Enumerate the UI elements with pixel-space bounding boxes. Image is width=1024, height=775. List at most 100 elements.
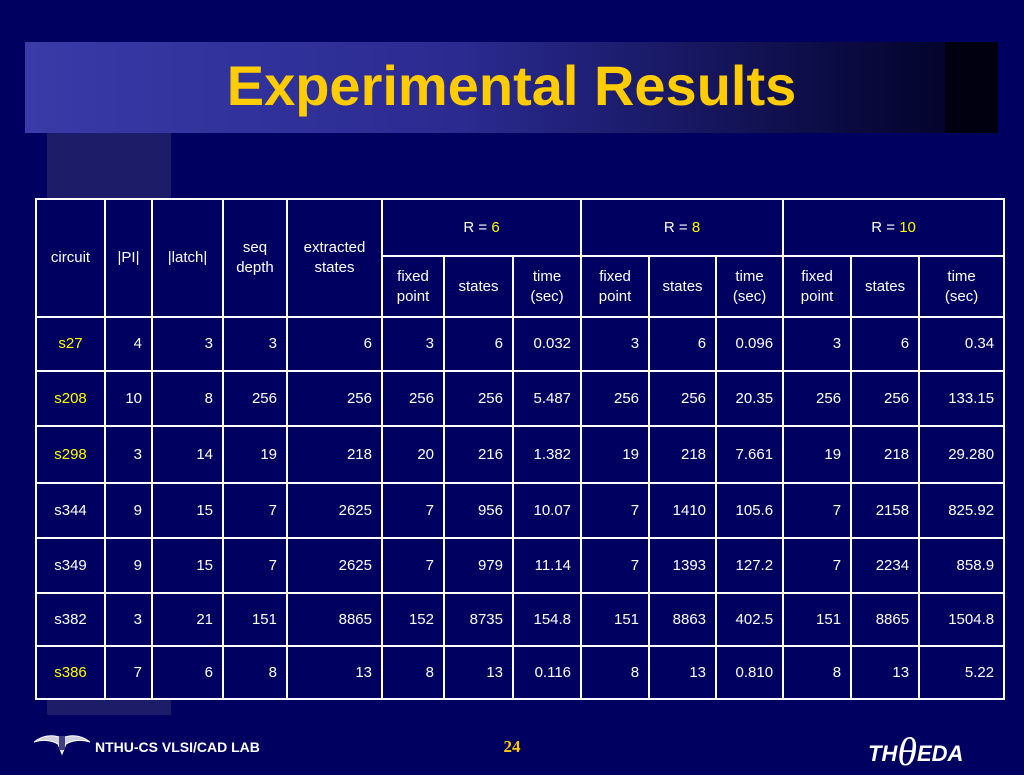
value-cell: 0.116	[511, 645, 583, 700]
logo-text: TH	[868, 741, 898, 766]
value-cell: 7	[580, 537, 651, 594]
value-cell: 3	[580, 316, 651, 372]
data-row: s382 3 21 151 8865 152 8735 154.8 151 8863 402.5 15…	[35, 592, 1006, 647]
column-header: seq depth	[222, 198, 288, 318]
value-cell: 7	[381, 482, 445, 539]
value-cell: 1410	[648, 482, 718, 539]
sub-header: states	[850, 255, 921, 318]
value-cell: 256	[648, 370, 718, 427]
value-cell: 7	[580, 482, 651, 539]
value-cell: 7	[104, 645, 153, 700]
value-cell: 14	[151, 425, 224, 484]
data-row: s344 9 15 7 2625 7 956 10.07 7 1410 105.6 7 2158 825.…	[35, 482, 1006, 539]
value-cell: 20.35	[715, 370, 785, 427]
value-cell: 15	[151, 537, 224, 594]
circuit-cell: s382	[35, 592, 106, 647]
value-cell: 7	[222, 482, 288, 539]
value-cell: 8	[151, 370, 224, 427]
value-cell: 8865	[850, 592, 921, 647]
data-row: s208 10 8 256 256 256 256 5.487 256 256 20.35 256 25…	[35, 370, 1006, 427]
value-cell: 8	[782, 645, 853, 700]
decoration	[47, 698, 171, 715]
value-cell: 7	[782, 537, 853, 594]
header-row: fixed point states time (sec) fixed point state…	[36, 255, 1006, 318]
group-header: R = 8	[580, 198, 785, 257]
value-cell: 19	[782, 425, 853, 484]
value-cell: 256	[222, 370, 288, 427]
value-cell: 1393	[648, 537, 718, 594]
page-number: 24	[503, 737, 521, 756]
value-cell: 9	[104, 482, 153, 539]
value-cell: 3	[151, 316, 224, 372]
value-cell: 256	[381, 370, 445, 427]
value-cell: 151	[782, 592, 853, 647]
slide-title: Experimental Results	[226, 54, 797, 117]
header-row: circuit |PI| |latch| seq depth extracted state…	[35, 198, 1006, 318]
value-cell: 3	[222, 316, 288, 372]
logo-theta: θ	[897, 729, 917, 774]
group-header: R = 6	[380, 198, 583, 257]
value-cell: 2625	[286, 482, 383, 539]
value-cell: 6	[286, 316, 383, 372]
group-prefix: R =	[663, 218, 688, 236]
group-value: 6	[491, 218, 500, 236]
lab-logo	[33, 735, 91, 756]
value-cell: 15	[151, 482, 224, 539]
value-cell: 858.9	[918, 537, 1006, 594]
column-header: |PI|	[104, 198, 153, 318]
value-cell: 154.8	[511, 592, 583, 647]
results-table: circuit |PI| |latch| seq depth extracted state…	[35, 198, 1006, 700]
sub-header: time (sec)	[715, 255, 785, 318]
value-cell: 2158	[850, 482, 921, 539]
value-cell: 2625	[286, 537, 383, 594]
value-cell: 5.22	[918, 645, 1006, 700]
value-cell: 0.032	[511, 316, 583, 372]
sub-header: time (sec)	[918, 255, 1006, 318]
decoration	[47, 133, 171, 198]
value-cell: 3	[782, 316, 853, 372]
value-cell: 21	[151, 592, 224, 647]
value-cell: 256	[580, 370, 651, 427]
value-cell: 6	[151, 645, 224, 700]
value-cell: 127.2	[715, 537, 785, 594]
column-header: |latch|	[151, 198, 224, 318]
logo-text: EDA	[916, 741, 964, 766]
circuit-cell: s386	[35, 645, 106, 700]
value-cell: 256	[782, 370, 853, 427]
value-cell: 152	[381, 592, 445, 647]
value-cell: 1504.8	[918, 592, 1006, 647]
value-cell: 256	[850, 370, 921, 427]
value-cell: 256	[286, 370, 383, 427]
group-header: R = 10	[782, 198, 1006, 257]
value-cell: 218	[648, 425, 718, 484]
title-band	[25, 42, 998, 133]
value-cell: 11.14	[511, 537, 583, 594]
value-cell: 825.92	[918, 482, 1006, 539]
column-header: circuit	[35, 198, 106, 318]
value-cell: 7.661	[715, 425, 785, 484]
value-cell: 8865	[286, 592, 383, 647]
value-cell: 979	[443, 537, 514, 594]
value-cell: 7	[782, 482, 853, 539]
value-cell: 9	[104, 537, 153, 594]
value-cell: 151	[580, 592, 651, 647]
value-cell: 0.096	[715, 316, 785, 372]
circuit-cell: s27	[35, 316, 106, 372]
value-cell: 7	[381, 537, 445, 594]
value-cell: 8	[580, 645, 651, 700]
circuit-cell: s208	[35, 370, 106, 427]
sub-header: states	[648, 255, 718, 318]
value-cell: 8863	[648, 592, 718, 647]
value-cell: 0.810	[715, 645, 785, 700]
group-prefix: R =	[871, 218, 896, 236]
value-cell: 8735	[443, 592, 514, 647]
value-cell: 2234	[850, 537, 921, 594]
value-cell: 29.280	[918, 425, 1006, 484]
value-cell: 256	[443, 370, 514, 427]
value-cell: 10	[104, 370, 153, 427]
sub-header: states	[443, 255, 514, 318]
value-cell: 105.6	[715, 482, 785, 539]
value-cell: 6	[850, 316, 921, 372]
data-row: s349 9 15 7 2625 7 979 11.14 7 1393 127.2 7 2234 858.…	[35, 537, 1006, 594]
